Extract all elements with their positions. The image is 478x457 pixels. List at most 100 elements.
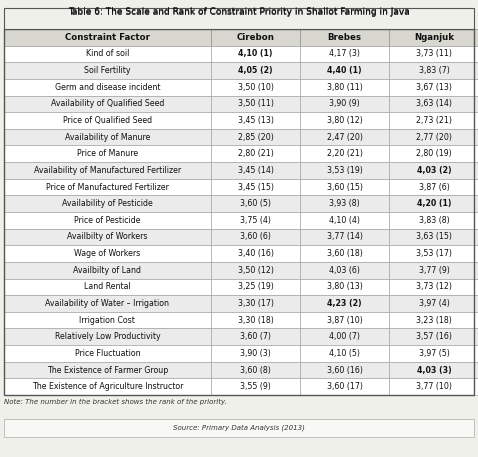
- Text: 3,57 (16): 3,57 (16): [416, 332, 452, 341]
- Bar: [211, 195, 300, 212]
- Bar: [390, 29, 478, 46]
- Bar: [211, 79, 300, 96]
- Bar: [4, 8, 474, 29]
- Text: Constraint Factor: Constraint Factor: [65, 33, 150, 42]
- Bar: [211, 295, 300, 312]
- Bar: [4, 62, 211, 79]
- Text: 3,90 (3): 3,90 (3): [240, 349, 271, 358]
- Bar: [390, 378, 478, 395]
- Text: 2,47 (20): 2,47 (20): [327, 133, 363, 142]
- Text: 3,45 (15): 3,45 (15): [238, 182, 273, 191]
- Bar: [390, 295, 478, 312]
- Text: Relatively Low Productivity: Relatively Low Productivity: [54, 332, 160, 341]
- Text: Availability of Water – Irrigation: Availability of Water – Irrigation: [45, 299, 169, 308]
- Bar: [211, 162, 300, 179]
- Text: 4,10 (4): 4,10 (4): [329, 216, 360, 225]
- Bar: [300, 245, 390, 262]
- Bar: [300, 145, 390, 162]
- Bar: [390, 195, 478, 212]
- Bar: [211, 279, 300, 295]
- Bar: [300, 46, 390, 62]
- Bar: [211, 29, 300, 46]
- Bar: [390, 245, 478, 262]
- Bar: [4, 29, 474, 395]
- Bar: [211, 245, 300, 262]
- Bar: [390, 262, 478, 279]
- Bar: [390, 112, 478, 129]
- Bar: [390, 362, 478, 378]
- Bar: [300, 279, 390, 295]
- Text: 3,73 (12): 3,73 (12): [416, 282, 452, 292]
- Text: 2,20 (21): 2,20 (21): [327, 149, 363, 158]
- Text: 3,25 (19): 3,25 (19): [238, 282, 273, 292]
- Bar: [390, 329, 478, 345]
- Text: 2,80 (21): 2,80 (21): [238, 149, 273, 158]
- Text: Availbilty of Workers: Availbilty of Workers: [67, 233, 148, 241]
- Text: Availability of Pesticide: Availability of Pesticide: [62, 199, 153, 208]
- Bar: [4, 96, 211, 112]
- Text: 4,03 (2): 4,03 (2): [417, 166, 451, 175]
- Text: Table 6: The Scale and Rank of Constraint Priority in Shallot Farming in Java: Table 6: The Scale and Rank of Constrain…: [68, 8, 410, 17]
- Text: Price of Manufactured Fertilizer: Price of Manufactured Fertilizer: [46, 182, 169, 191]
- Bar: [211, 129, 300, 145]
- Text: Availability of Manure: Availability of Manure: [65, 133, 150, 142]
- Text: 3,53 (17): 3,53 (17): [416, 249, 452, 258]
- Bar: [211, 179, 300, 195]
- Bar: [211, 362, 300, 378]
- Text: 3,67 (13): 3,67 (13): [416, 83, 452, 92]
- Bar: [390, 79, 478, 96]
- Bar: [390, 46, 478, 62]
- Text: 3,60 (18): 3,60 (18): [327, 249, 363, 258]
- Bar: [4, 162, 211, 179]
- Text: 3,75 (4): 3,75 (4): [240, 216, 271, 225]
- Text: 3,87 (6): 3,87 (6): [419, 182, 449, 191]
- Bar: [390, 212, 478, 228]
- Bar: [300, 378, 390, 395]
- Bar: [300, 312, 390, 329]
- Text: 3,60 (5): 3,60 (5): [240, 199, 271, 208]
- Bar: [390, 145, 478, 162]
- Bar: [390, 179, 478, 195]
- Bar: [211, 96, 300, 112]
- Bar: [300, 129, 390, 145]
- Text: 3,83 (8): 3,83 (8): [419, 216, 449, 225]
- Bar: [4, 29, 211, 46]
- Bar: [4, 79, 211, 96]
- Bar: [390, 228, 478, 245]
- Text: Price of Qualified Seed: Price of Qualified Seed: [63, 116, 152, 125]
- Text: Table 6: The Scale and Rank of Constraint Priority in Shallot Farming in Java: Table 6: The Scale and Rank of Constrain…: [68, 7, 410, 16]
- Bar: [300, 162, 390, 179]
- Bar: [300, 96, 390, 112]
- Text: 4,03 (3): 4,03 (3): [417, 366, 451, 375]
- Text: Source: Primary Data Analysis (2013): Source: Primary Data Analysis (2013): [173, 425, 305, 431]
- Text: Availbilty of Land: Availbilty of Land: [74, 266, 141, 275]
- Text: 3,77 (14): 3,77 (14): [327, 233, 363, 241]
- Bar: [300, 362, 390, 378]
- Text: Price of Pesticide: Price of Pesticide: [74, 216, 141, 225]
- Bar: [4, 129, 211, 145]
- Bar: [211, 312, 300, 329]
- Bar: [4, 419, 474, 437]
- Text: 3,40 (16): 3,40 (16): [238, 249, 273, 258]
- Text: Availability of Manufactured Fertilizer: Availability of Manufactured Fertilizer: [34, 166, 181, 175]
- Bar: [390, 62, 478, 79]
- Bar: [4, 195, 211, 212]
- Text: 3,50 (11): 3,50 (11): [238, 99, 273, 108]
- Text: 3,73 (11): 3,73 (11): [416, 49, 452, 58]
- Text: 2,77 (20): 2,77 (20): [416, 133, 452, 142]
- Text: 3,60 (15): 3,60 (15): [327, 182, 363, 191]
- Text: Wage of Workers: Wage of Workers: [74, 249, 141, 258]
- Text: Brebes: Brebes: [328, 33, 362, 42]
- Bar: [4, 345, 211, 362]
- Bar: [300, 228, 390, 245]
- Bar: [300, 345, 390, 362]
- Bar: [211, 345, 300, 362]
- Text: Land Rental: Land Rental: [84, 282, 131, 292]
- Text: 4,23 (2): 4,23 (2): [327, 299, 362, 308]
- Bar: [390, 162, 478, 179]
- Bar: [300, 195, 390, 212]
- Text: 3,97 (5): 3,97 (5): [419, 349, 449, 358]
- Text: Cirebon: Cirebon: [237, 33, 274, 42]
- Bar: [211, 62, 300, 79]
- Text: 3,45 (14): 3,45 (14): [238, 166, 273, 175]
